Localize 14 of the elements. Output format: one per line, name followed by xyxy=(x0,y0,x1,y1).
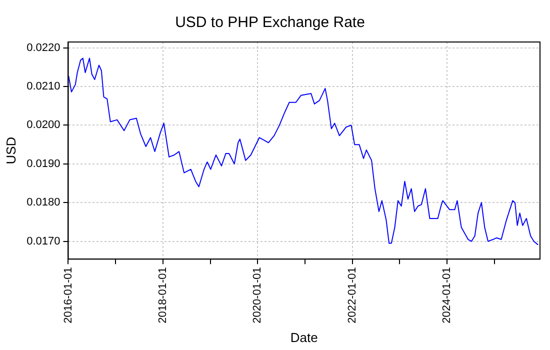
y-axis-title: USD xyxy=(3,136,18,164)
y-tick-label: 0.0220 xyxy=(26,42,60,54)
chart-title: USD to PHP Exchange Rate xyxy=(175,14,365,32)
y-tick-label: 0.0200 xyxy=(26,119,60,132)
y-tick-label: 0.0210 xyxy=(26,80,60,93)
x-tick-label: 2020-01-01 xyxy=(252,267,264,324)
x-tick-label: 2016-01-01 xyxy=(62,267,74,324)
y-tick-label: 0.0170 xyxy=(26,235,60,248)
x-tick-label: 2018-01-01 xyxy=(156,267,169,324)
x-tick-label: 2022-01-01 xyxy=(346,267,358,324)
x-axis-title: Date xyxy=(290,330,318,345)
x-tick-label: 2024-01-01 xyxy=(440,267,453,324)
y-tick-label: 0.0190 xyxy=(26,158,60,170)
y-tick-label: 0.0180 xyxy=(26,196,60,209)
